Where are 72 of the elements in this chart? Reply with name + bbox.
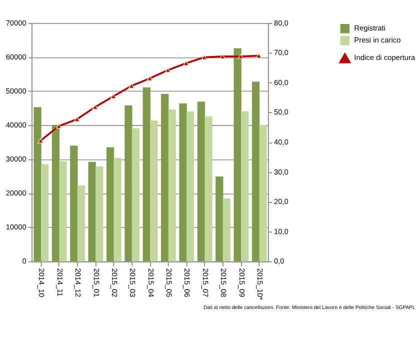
- bar: [88, 162, 96, 262]
- y2-tick-label: 80,0: [274, 18, 288, 28]
- bar: [124, 105, 132, 262]
- bar: [34, 107, 42, 262]
- x-tick-label: 2015_04: [146, 268, 156, 298]
- bar: [216, 176, 224, 262]
- point: [165, 68, 171, 73]
- x-tick-label: 2015_03: [128, 268, 138, 298]
- bar: [142, 87, 150, 262]
- y-tick-label: 0: [22, 256, 26, 266]
- point: [110, 94, 116, 99]
- y2-tick-label: 40,0: [274, 137, 288, 146]
- bar: [150, 120, 158, 262]
- point: [256, 53, 262, 58]
- y-tick-label: 40000: [6, 120, 26, 130]
- point: [146, 76, 153, 82]
- bar: [114, 158, 122, 262]
- point: [128, 83, 134, 88]
- bar: [59, 161, 67, 262]
- y-tick-label: 60000: [6, 52, 26, 62]
- legend-label: Indice di copertura: [354, 53, 416, 62]
- point: [74, 116, 80, 122]
- bar: [161, 94, 169, 262]
- y2-tick-label: 10,0: [274, 226, 288, 236]
- bar: [222, 198, 230, 262]
- y2-tick-label: 60,0: [274, 78, 288, 87]
- point: [201, 54, 208, 60]
- bar: [197, 102, 206, 262]
- bar: [204, 116, 212, 262]
- point: [220, 54, 226, 59]
- point: [56, 124, 62, 129]
- x-tick-label: 2014_12: [74, 268, 83, 298]
- x-tick-label: 2014_11: [55, 268, 64, 297]
- bar: [70, 146, 78, 262]
- bar: [179, 103, 187, 262]
- bar: [40, 164, 49, 262]
- y-tick-label: 10000: [6, 222, 26, 232]
- x-tick-label: 2015_09: [237, 268, 246, 298]
- x-tick-label: 2015_08: [219, 268, 228, 298]
- bar: [96, 166, 104, 262]
- bar: [241, 111, 249, 262]
- x-tick-label: 2014_10: [37, 268, 46, 298]
- y2-tick-label: 20,0: [274, 197, 288, 206]
- y-tick-label: 20000: [6, 188, 26, 198]
- y-tick-label: 50000: [6, 86, 26, 96]
- bar: [186, 112, 194, 262]
- x-tick-label: 2015_01: [92, 268, 101, 298]
- point: [238, 54, 244, 59]
- x-tick-label: 2015_06: [182, 268, 192, 298]
- bar: [168, 109, 176, 262]
- point: [92, 104, 98, 110]
- bar: [52, 124, 60, 262]
- y2-tick-label: 30,0: [274, 167, 288, 176]
- x-tick-label: 2015_10*: [255, 268, 264, 300]
- x-tick-label: 2015_02: [110, 268, 119, 298]
- y2-tick-label: 0,0: [274, 256, 284, 266]
- x-tick-label: 2015_07: [200, 268, 210, 298]
- bar: [252, 82, 260, 262]
- bar: [234, 48, 242, 262]
- legend-label: Presi in carico: [354, 36, 401, 45]
- point: [183, 60, 190, 66]
- y-tick-label: 70000: [6, 18, 26, 28]
- bar: [106, 147, 114, 262]
- y2-tick-label: 50,0: [274, 108, 288, 117]
- bar: [77, 185, 85, 262]
- legend-label: Registrati: [354, 23, 386, 32]
- y-tick-label: 30000: [6, 154, 26, 164]
- bar: [259, 124, 267, 262]
- x-tick-label: 2015_05: [164, 268, 174, 298]
- bar: [132, 128, 140, 262]
- point: [38, 138, 44, 144]
- y2-tick-label: 70,0: [274, 48, 288, 58]
